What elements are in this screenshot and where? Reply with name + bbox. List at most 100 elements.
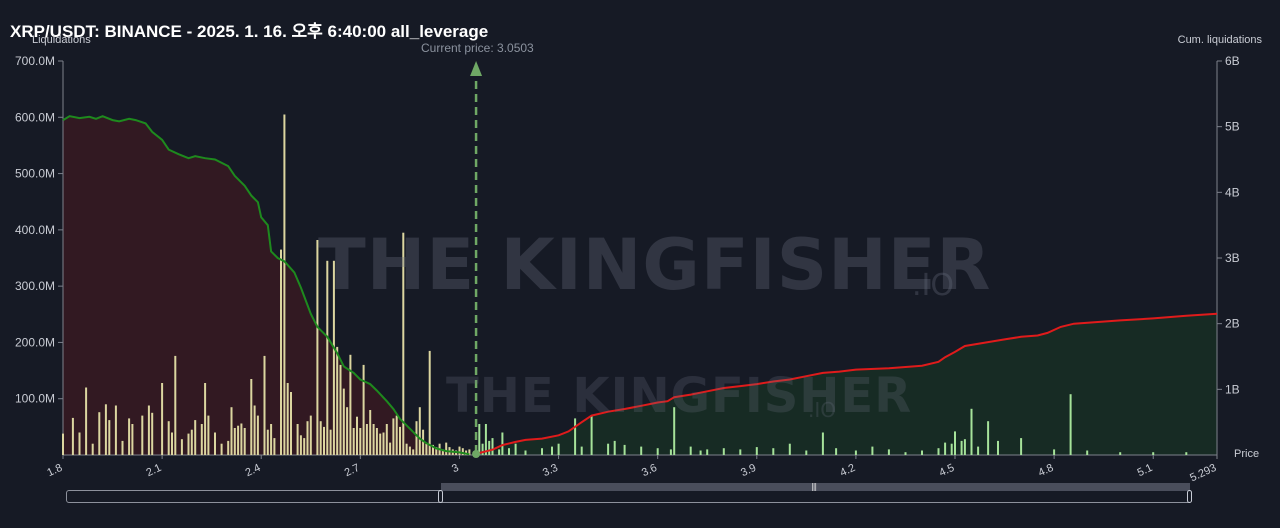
short-liquidation-bar [323,426,325,455]
long-liquidation-bar [1086,450,1089,455]
long-liquidation-bar [921,450,923,455]
short-liquidation-bar [461,448,464,455]
x-tick-label: 3 [450,462,461,475]
cum-short-line [62,115,470,456]
long-liquidation-bar [887,449,890,455]
short-liquidation-bar [98,412,101,455]
range-slider-left-handle[interactable] [438,490,443,503]
short-liquidation-bar [167,421,170,455]
long-liquidation-bar [987,421,990,455]
short-liquidation-bar [114,405,117,455]
long-liquidation-bar [944,442,947,455]
long-liquidation-bar [1119,452,1122,455]
short-liquidation-bar [108,420,111,455]
short-liquidation-bar [296,424,299,455]
long-liquidation-bar [960,440,963,455]
y2-tick-label: 4B [1225,185,1240,199]
long-liquidation-bar [491,438,494,455]
short-liquidation-bar [309,415,312,455]
long-liquidation-bar [970,408,973,455]
short-liquidation-bar [339,364,342,455]
short-liquidation-bar [71,417,74,455]
short-liquidation-bar [422,429,425,455]
long-liquidation-bar [821,432,824,455]
range-slider-track[interactable] [66,490,1192,503]
short-liquidation-bar [141,415,144,455]
y2-tick-label: 1B [1225,382,1240,396]
left-axis-title: Liquidations [32,34,91,46]
long-liquidation-bar [706,449,709,455]
long-liquidation-bar [673,407,676,455]
x-tick-label: 3.6 [640,462,659,479]
short-liquidation-bar [266,429,269,455]
long-liquidation-bar [1020,438,1023,455]
short-liquidation-bar [62,433,64,455]
long-liquidation-bar [481,443,484,455]
long-liquidation-bar [541,448,543,455]
short-liquidation-bar [78,432,81,455]
short-liquidation-bar [161,383,164,455]
long-liquidation-bar [871,446,874,455]
short-liquidation-bar [283,114,286,455]
short-liquidation-bar [336,346,339,455]
long-liquidation-bar [954,431,956,455]
short-liquidation-bar [316,240,319,455]
short-liquidation-bar [147,405,150,455]
short-liquidation-bar [286,383,289,455]
short-liquidation-bar [306,421,309,455]
short-liquidation-bar [273,438,276,455]
long-liquidation-bar [580,446,583,455]
short-liquidation-bar [382,432,385,455]
long-liquidation-bar [613,440,616,455]
long-liquidation-bar [551,446,553,455]
x-tick-label: 5.1 [1136,462,1155,479]
short-liquidation-bar [352,428,355,455]
y-tick-label: 700.0M [15,54,55,68]
long-liquidation-bar [739,449,742,455]
short-liquidation-bar [385,424,388,455]
range-slider-thumb[interactable] [441,483,1190,491]
short-liquidation-bar [194,420,197,455]
x-tick-label: 5.293 [1188,462,1218,485]
watermark-secondary-suffix: .IO [808,398,836,422]
short-liquidation-bar [290,392,292,455]
short-liquidation-bar [237,425,240,455]
long-liquidation-bar [669,449,672,455]
short-liquidation-bar [204,383,207,455]
short-liquidation-bar [85,387,88,455]
y-tick-label: 300.0M [15,279,55,293]
short-liquidation-bar [220,443,223,455]
long-liquidation-bar [488,440,491,455]
watermark-secondary: THE KINGFISHER [446,368,913,424]
short-liquidation-bar [405,443,408,455]
long-liquidation-bar [656,448,659,455]
cum-short-area [63,116,470,455]
x-tick-label: 3.9 [739,462,758,479]
short-liquidation-bar [190,429,193,455]
short-liquidation-bar [171,432,173,455]
short-liquidation-bar [200,424,203,455]
long-liquidation-bar [950,443,953,455]
long-liquidation-bar [623,444,626,455]
short-liquidation-bar [402,232,405,455]
short-liquidation-bar [375,428,378,455]
x-tick-label: 4.5 [937,462,956,479]
short-liquidation-bar [441,449,444,455]
short-liquidation-bar [395,415,398,455]
cum-long-area [479,313,1217,455]
short-liquidation-bar [435,447,438,455]
short-liquidation-bar [299,435,302,455]
short-liquidation-bar [369,410,372,455]
short-liquidation-bar [151,412,154,455]
long-liquidation-bar [508,448,510,455]
y-tick-label: 500.0M [15,167,55,181]
short-liquidation-bar [399,426,401,455]
long-liquidation-bar [904,452,907,455]
range-slider-right-handle[interactable] [1187,490,1192,503]
y-tick-label: 600.0M [15,110,55,124]
grip-icon[interactable]: ||| [811,482,817,491]
short-liquidation-bar [332,260,335,455]
short-liquidation-bar [458,446,461,455]
